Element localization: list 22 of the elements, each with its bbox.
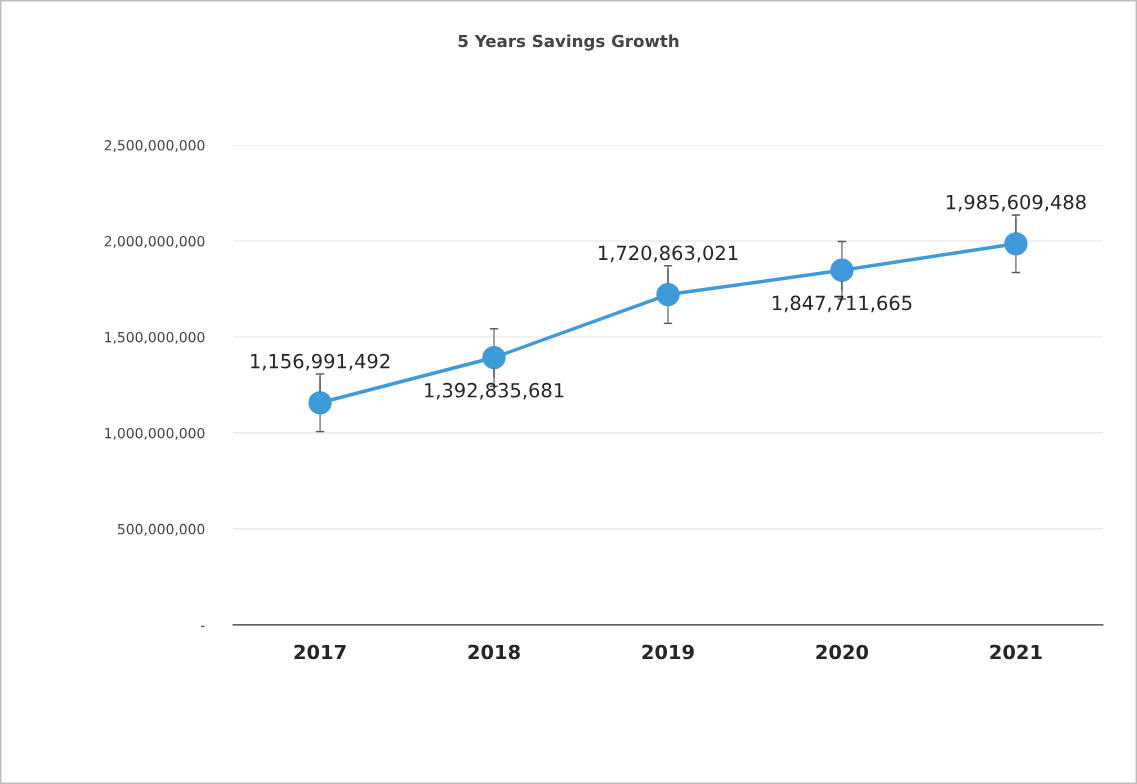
x-tick-label: 2020 bbox=[816, 644, 869, 660]
y-tick-label: - bbox=[200, 625, 205, 627]
y-tick-label: 1,000,000,000 bbox=[105, 427, 205, 440]
x-tick-label: 2019 bbox=[642, 644, 694, 660]
y-tick-label: 500,000,000 bbox=[118, 523, 205, 536]
y-tick-label: 1,500,000,000 bbox=[105, 331, 205, 344]
data-label: 1,156,991,492 bbox=[251, 353, 390, 371]
point bbox=[830, 258, 854, 282]
point bbox=[482, 345, 506, 370]
point bbox=[1004, 232, 1028, 256]
data-label: 1,847,711,665 bbox=[772, 295, 912, 313]
chart-title: 5 Years Savings Growth bbox=[458, 34, 679, 51]
point bbox=[656, 282, 680, 307]
y-tick-label: 2,000,000,000 bbox=[104, 235, 205, 248]
x-tick-label: 2018 bbox=[468, 644, 520, 660]
x-tick-label: 2017 bbox=[294, 644, 346, 660]
x-tick-label: 2021 bbox=[990, 644, 1042, 660]
y-tick-label: 2,500,000,000 bbox=[104, 140, 205, 152]
data-label: 1,985,609,488 bbox=[946, 194, 1086, 212]
data-label: 1,392,835,681 bbox=[425, 382, 564, 400]
point bbox=[308, 391, 332, 415]
data-label: 1,720,863,021 bbox=[599, 245, 738, 263]
